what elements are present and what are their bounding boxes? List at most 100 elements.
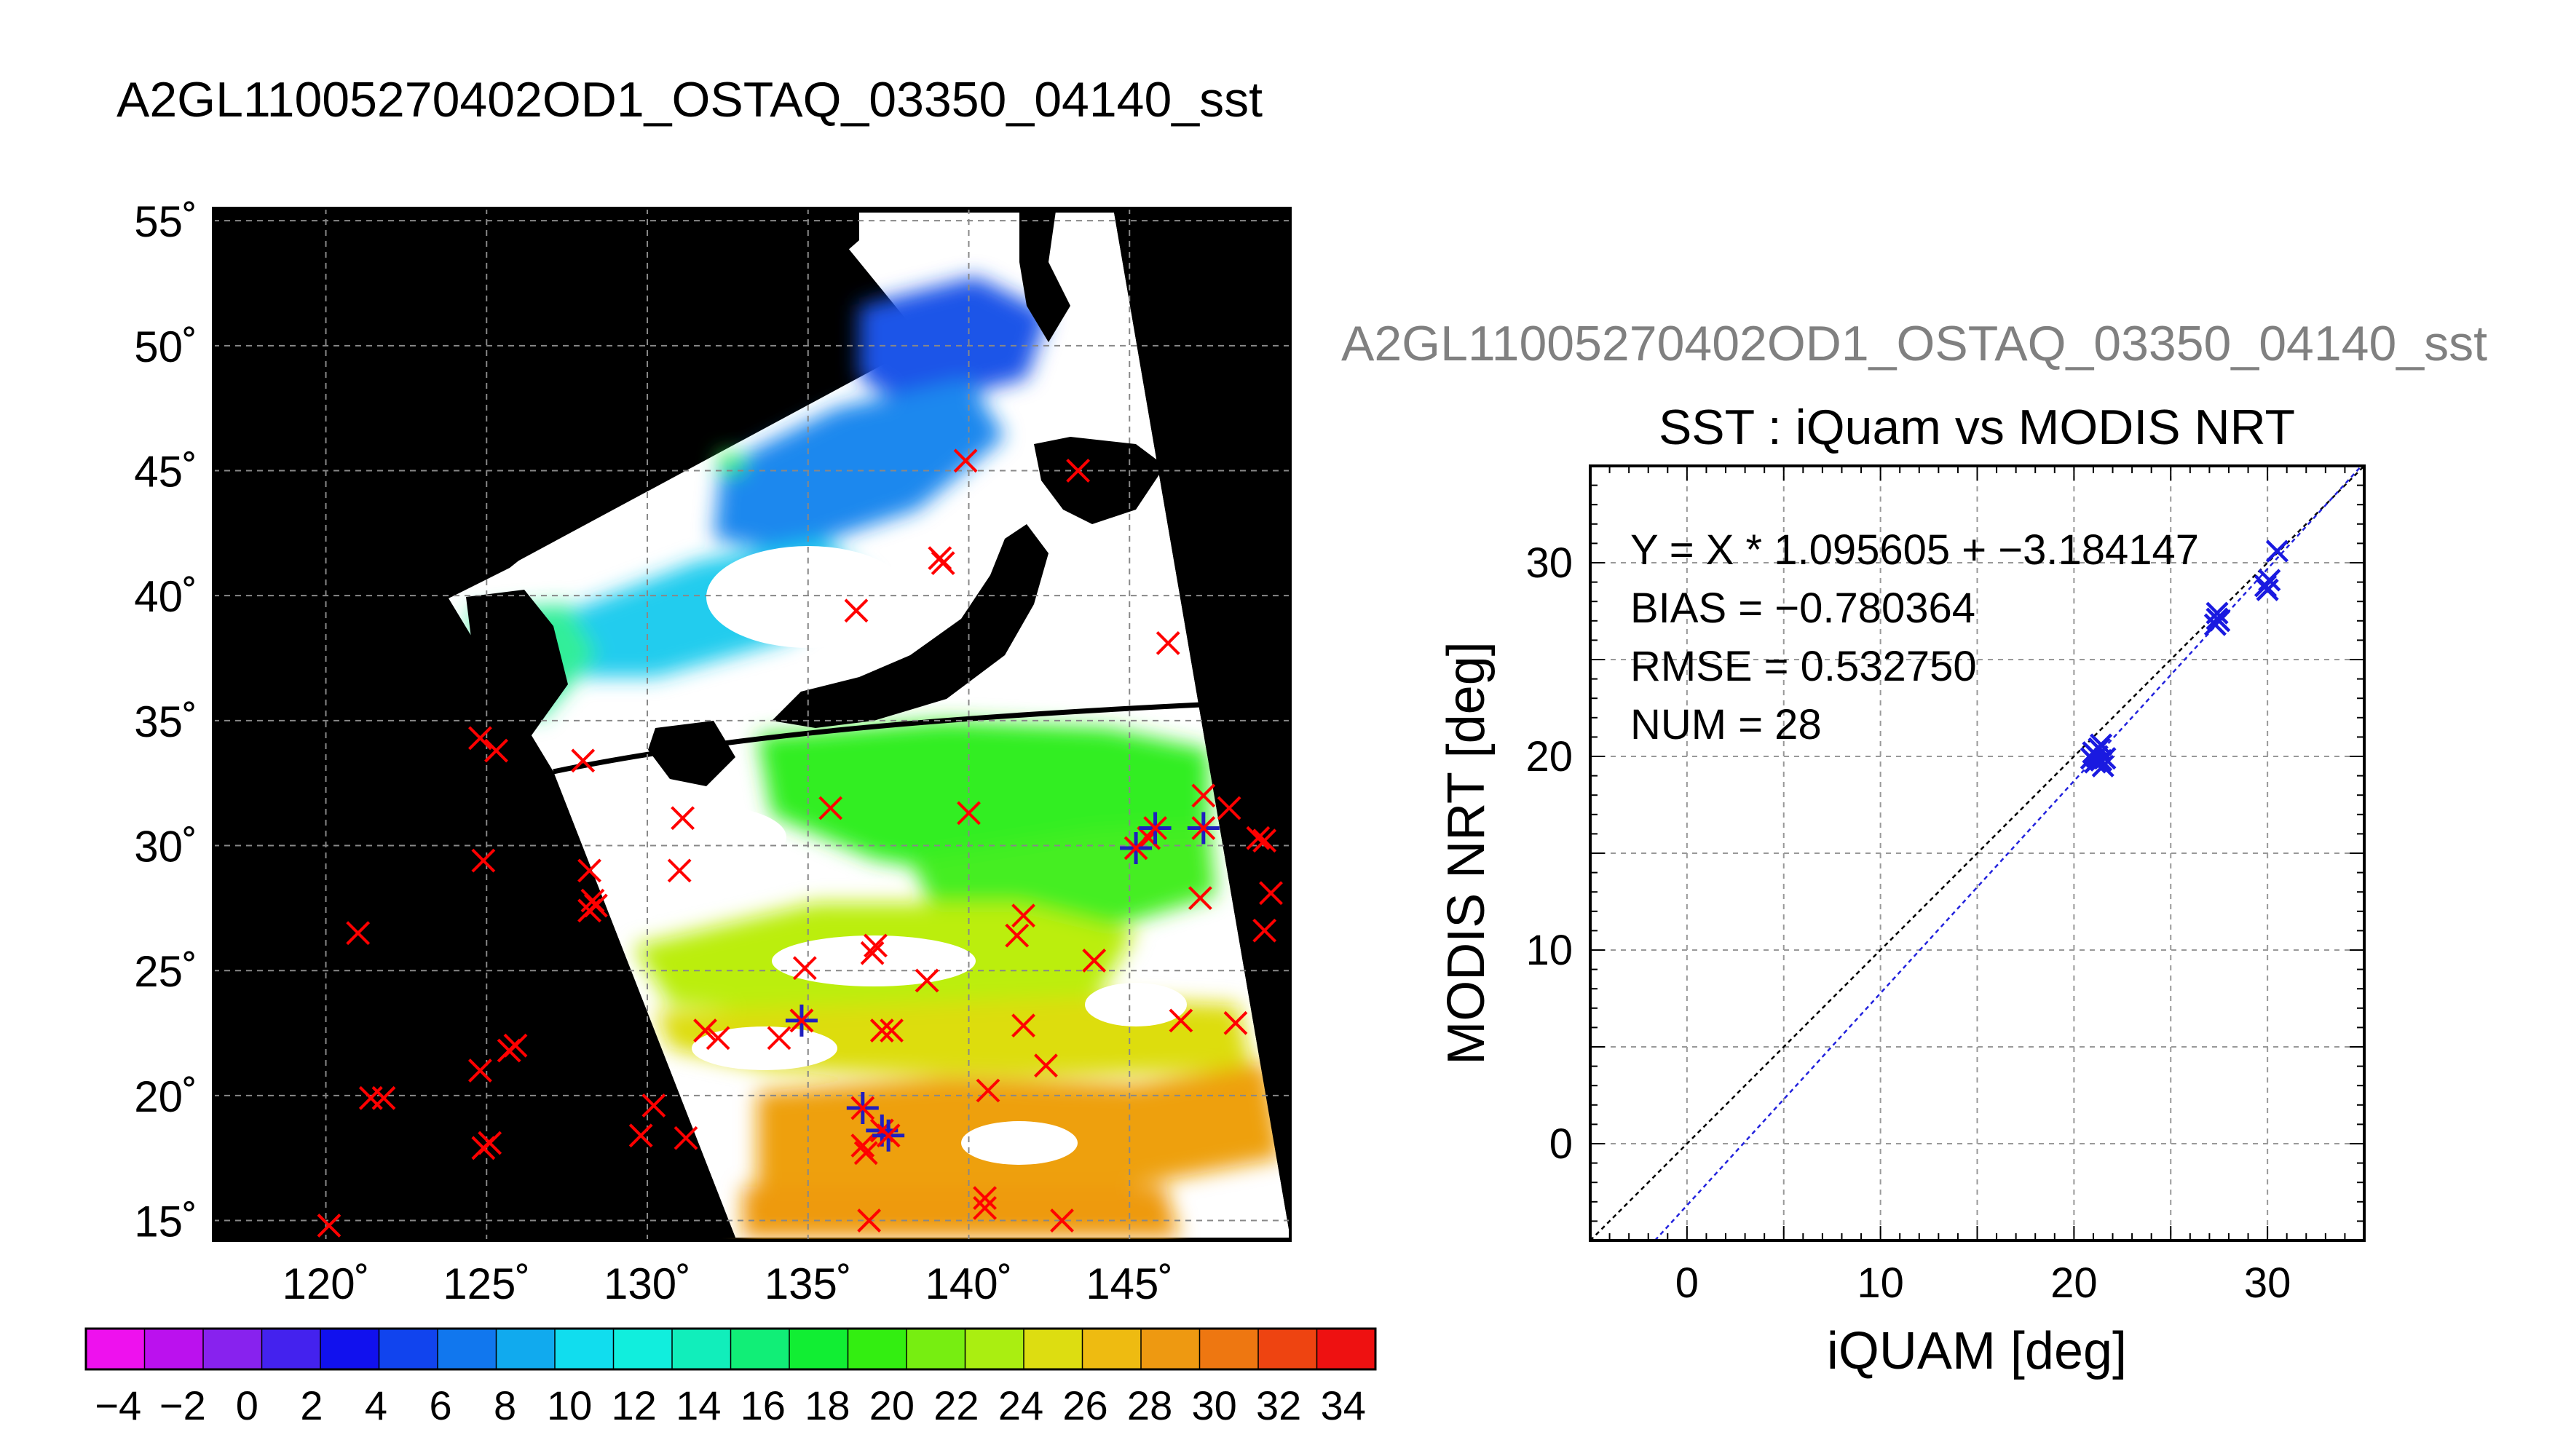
colorbar-tick-label: 16	[741, 1382, 786, 1428]
match-marker	[468, 726, 492, 751]
colorbar-cell	[789, 1328, 849, 1370]
colorbar-tick-label: 4	[365, 1382, 387, 1428]
one-to-one-line	[1590, 466, 2364, 1241]
match-marker	[1191, 783, 1216, 808]
cloud-patch	[772, 935, 976, 986]
match-marker	[371, 1085, 396, 1110]
match-marker	[976, 1078, 1000, 1103]
land-mainland	[213, 208, 859, 597]
scatter-points	[2080, 539, 2289, 778]
scatter-ticks: 0 10 20 30 0 10 20 30	[1525, 465, 2365, 1307]
map-y-tick-label: 50˚	[134, 323, 197, 371]
match-marker	[1217, 796, 1241, 820]
match-marker	[1011, 903, 1035, 928]
scatter-grid	[1590, 466, 2364, 1241]
match-marker	[931, 551, 955, 575]
colorbar-cell	[202, 1328, 263, 1370]
match-marker	[1259, 881, 1283, 906]
match-marker	[869, 1018, 894, 1043]
scatter-point	[2258, 569, 2281, 592]
cloud-patch	[612, 804, 786, 870]
match-marker	[792, 956, 817, 981]
map-markers	[317, 448, 1283, 1238]
match-marker	[693, 1018, 717, 1043]
colorbar-cells	[85, 1328, 1377, 1370]
colorbar-tick-label: 34	[1321, 1382, 1366, 1428]
match-marker	[957, 801, 981, 826]
match-marker	[1156, 630, 1180, 655]
match-marker	[818, 796, 843, 820]
cloud-patch	[1052, 349, 1132, 466]
colorbar: −4 −2 0 2 4 6 8 10 12 14 16 18 20 22 24 26 28 30 32 34	[84, 1327, 1377, 1428]
colorbar-tick-label: 8	[494, 1382, 516, 1428]
match-marker	[844, 598, 869, 623]
colorbar-cell	[85, 1328, 146, 1370]
scatter-ylabel: MODIS NRT [deg]	[1437, 641, 1496, 1065]
regression-fit-line	[1654, 466, 2363, 1241]
map-y-tick-label: 45˚	[134, 448, 197, 496]
valid-marker	[1120, 831, 1153, 864]
match-marker	[973, 1186, 997, 1211]
colorbar-tick-label: 0	[236, 1382, 258, 1428]
scatter-y-tick-label: 30	[1525, 539, 1573, 587]
match-marker	[1223, 1010, 1248, 1035]
scatter-x-tick-label: 30	[2244, 1259, 2291, 1307]
match-marker	[1066, 459, 1091, 483]
colorbar-cell	[320, 1328, 380, 1370]
match-marker	[1188, 886, 1212, 911]
scatter-annotation: BIAS = −0.780364	[1630, 585, 1975, 632]
scatter-x-tick-label: 10	[1857, 1259, 1904, 1307]
match-marker	[571, 748, 596, 773]
match-marker	[346, 921, 371, 946]
match-marker	[471, 1136, 496, 1160]
scatter-point	[2093, 747, 2117, 770]
map-y-tick-label: 15˚	[134, 1198, 197, 1246]
colorbar-cell	[906, 1328, 966, 1370]
map-frame	[212, 207, 1292, 1242]
colorbar-tick-label: 28	[1127, 1382, 1172, 1428]
colorbar-tick-label: 14	[676, 1382, 721, 1428]
colorbar-tick-label: 22	[933, 1382, 979, 1428]
valid-marker	[1139, 812, 1172, 844]
cloud-patch	[692, 1026, 837, 1070]
match-marker	[503, 1033, 528, 1058]
scatter-x-tick-label: 0	[1675, 1259, 1699, 1307]
match-marker	[1252, 918, 1277, 943]
sst-patch-orange-south	[743, 1187, 1180, 1238]
map-x-tick-label: 120˚	[282, 1259, 369, 1308]
match-marker	[953, 448, 978, 473]
no-data-west	[213, 597, 735, 1238]
valid-marker	[846, 1092, 879, 1125]
colorbar-tick-label: −2	[159, 1382, 206, 1428]
scatter-xlabel: iQUAM [deg]	[1827, 1322, 2127, 1380]
scatter-x-tick-label: 20	[2050, 1259, 2098, 1307]
scatter-point	[2091, 754, 2114, 778]
match-marker	[471, 848, 496, 873]
colorbar-cell	[671, 1328, 732, 1370]
map-x-tick-label: 145˚	[1086, 1259, 1173, 1308]
match-marker	[1169, 1008, 1193, 1033]
colorbar-cell	[964, 1328, 1025, 1370]
colorbar-cell	[847, 1328, 908, 1370]
scatter-panel: SST : iQuam vs MODIS NRT Y = X * 1.09560…	[1437, 400, 2366, 1380]
colorbar-tick-labels: −4 −2 0 2 4 6 8 10 12 14 16 18 20 22 24 26 28 30 32 34	[95, 1382, 1366, 1428]
cloud-overlays	[612, 349, 1187, 1165]
map-y-tick-label: 35˚	[134, 697, 197, 746]
colorbar-tick-label: −4	[95, 1382, 141, 1428]
match-marker	[1011, 1013, 1035, 1038]
sst-patch-japan-sea-north	[714, 379, 1005, 553]
colorbar-cell	[554, 1328, 615, 1370]
scatter-annotation: NUM = 28	[1630, 701, 1822, 748]
no-data-east	[1114, 213, 1290, 1238]
match-marker	[674, 1125, 698, 1150]
scatter-title: SST : iQuam vs MODIS NRT	[1659, 400, 2295, 455]
map-x-tick-label: 130˚	[604, 1259, 691, 1308]
colorbar-tick-label: 2	[300, 1382, 323, 1428]
match-marker	[667, 858, 692, 883]
colorbar-cell	[1023, 1328, 1083, 1370]
colorbar-cell	[1140, 1328, 1201, 1370]
scatter-y-tick-label: 20	[1525, 733, 1573, 780]
scatter-subtitle: A2GL11005270402OD1_OSTAQ_03350_04140_sst	[1341, 316, 2487, 371]
valid-marker	[785, 1004, 818, 1037]
